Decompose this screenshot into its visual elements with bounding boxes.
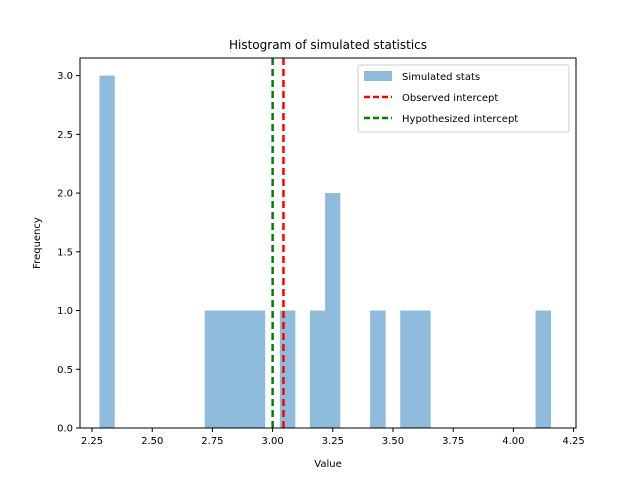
x-tick-label-4: 3.25 — [322, 436, 344, 447]
histogram-bar-10 — [415, 310, 431, 428]
x-axis-label: Value — [314, 459, 341, 470]
x-tick-label-8: 4.25 — [562, 436, 584, 447]
x-tick-label-6: 3.75 — [442, 436, 464, 447]
x-tick-label-7: 4.00 — [502, 436, 524, 447]
x-tick-label-1: 2.50 — [141, 436, 163, 447]
histogram-bar-8 — [370, 310, 386, 428]
plot-frame — [79, 57, 577, 429]
legend-box — [357, 64, 570, 133]
y-tick-label-2: 1.0 — [57, 306, 73, 317]
legend-label-hypothesized: Hypothesized intercept — [402, 114, 518, 125]
y-tick-label-1: 0.5 — [57, 365, 73, 376]
y-axis-ticks: 0.0 0.5 1.0 1.5 2.0 2.5 3.0 — [57, 71, 80, 435]
histogram-bars — [99, 75, 552, 428]
histogram-bar-3 — [234, 310, 251, 428]
histogram-bar-1 — [204, 310, 220, 428]
histogram-bar-9 — [400, 310, 416, 428]
y-axis-label: Frequency — [32, 217, 43, 269]
histogram-bar-7 — [325, 193, 341, 428]
x-tick-label-2: 2.75 — [201, 436, 223, 447]
y-tick-label-6: 3.0 — [57, 71, 73, 82]
histogram-bar-0 — [99, 75, 115, 428]
histogram-bar-11 — [535, 310, 552, 428]
x-tick-label-5: 3.50 — [382, 436, 404, 447]
y-tick-label-5: 2.5 — [57, 130, 73, 141]
legend: Simulated stats Observed intercept Hypot… — [357, 64, 570, 133]
legend-swatch-simulated — [364, 71, 392, 81]
histogram-bar-6 — [309, 310, 326, 428]
legend-label-observed: Observed intercept — [402, 93, 498, 104]
histogram-bar-5 — [279, 310, 296, 428]
x-tick-label-3: 3.00 — [261, 436, 283, 447]
y-tick-label-4: 2.0 — [57, 189, 73, 200]
x-tick-label-0: 2.25 — [81, 436, 103, 447]
legend-label-simulated: Simulated stats — [402, 72, 480, 83]
chart-title: Histogram of simulated statistics — [229, 38, 427, 52]
reference-lines — [271, 58, 285, 428]
y-tick-label-0: 0.0 — [57, 424, 73, 435]
y-tick-label-3: 1.5 — [57, 247, 73, 258]
histogram-bar-2 — [219, 310, 236, 428]
histogram-bar-4 — [249, 310, 266, 428]
x-axis-ticks: 2.25 2.50 2.75 3.00 3.25 3.50 3.75 4.00 4.25 — [81, 428, 585, 447]
